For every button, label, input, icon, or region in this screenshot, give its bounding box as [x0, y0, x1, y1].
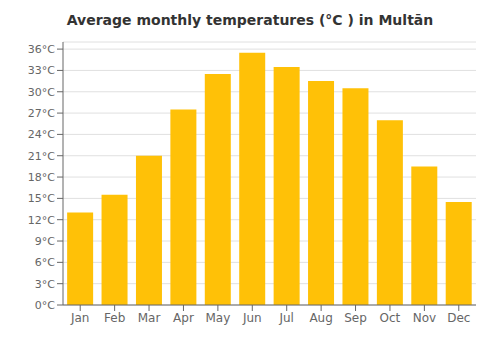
svg-text:33°C: 33°C [28, 64, 55, 77]
svg-text:6°C: 6°C [35, 256, 55, 269]
svg-text:Nov: Nov [413, 311, 436, 325]
svg-text:36°C: 36°C [28, 43, 55, 56]
svg-text:Sep: Sep [344, 311, 367, 325]
svg-text:Dec: Dec [447, 311, 470, 325]
svg-text:Jul: Jul [278, 311, 293, 325]
svg-text:Apr: Apr [173, 311, 194, 325]
html-text:Average monthly temperatures (: Average monthly temperatures (°C ) in Mu… [66, 12, 434, 28]
svg-text:18°C: 18°C [28, 171, 55, 184]
svg-text:Oct: Oct [380, 311, 401, 325]
svg-text:30°C: 30°C [28, 86, 55, 99]
svg-text:12°C: 12°C [28, 214, 55, 227]
svg-text:24°C: 24°C [28, 128, 55, 141]
svg-text:27°C: 27°C [28, 107, 55, 120]
svg-text:May: May [205, 311, 230, 325]
svg-text:Aug: Aug [309, 311, 332, 325]
svg-text:3°C: 3°C [35, 278, 55, 291]
svg-text:21°C: 21°C [28, 150, 55, 163]
svg-text:Jun: Jun [242, 311, 262, 325]
svg-text:Mar: Mar [138, 311, 161, 325]
svg-text:0°C: 0°C [35, 299, 55, 312]
svg-text:Feb: Feb [104, 311, 125, 325]
svg-text:9°C: 9°C [35, 235, 55, 248]
svg-text:15°C: 15°C [28, 192, 55, 205]
svg-text:Jan: Jan [70, 311, 90, 325]
